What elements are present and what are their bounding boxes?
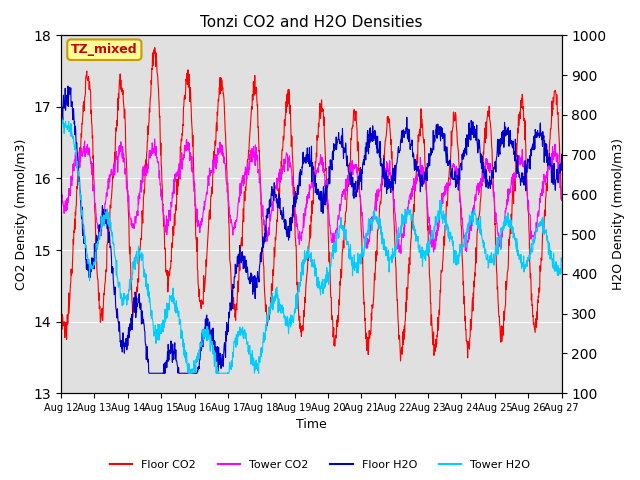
Floor CO2 — [455, 156, 463, 161]
Tower CO2 — [499, 228, 507, 233]
Tower H2O — [499, 224, 507, 230]
Floor H2O — [169, 351, 177, 357]
Floor CO2 — [169, 236, 177, 241]
Title: Tonzi CO2 and H2O Densities: Tonzi CO2 and H2O Densities — [200, 15, 422, 30]
Tower H2O — [57, 111, 65, 117]
Floor H2O — [157, 371, 164, 376]
Floor H2O — [225, 315, 233, 321]
Floor CO2 — [499, 324, 507, 329]
Floor H2O — [499, 141, 507, 146]
Y-axis label: CO2 Density (mmol/m3): CO2 Density (mmol/m3) — [15, 139, 28, 290]
Floor H2O — [145, 371, 153, 376]
Floor CO2 — [557, 194, 565, 200]
Tower H2O — [157, 330, 164, 336]
Floor H2O — [455, 181, 463, 187]
Tower H2O — [185, 371, 193, 376]
Line: Floor CO2: Floor CO2 — [61, 48, 561, 361]
Tower CO2 — [169, 195, 177, 201]
Tower H2O — [389, 255, 397, 261]
Tower CO2 — [455, 177, 463, 183]
Legend: Floor CO2, Tower CO2, Floor H2O, Tower H2O: Floor CO2, Tower CO2, Floor H2O, Tower H… — [105, 456, 535, 474]
Line: Floor H2O: Floor H2O — [61, 86, 561, 373]
Floor H2O — [389, 166, 397, 171]
Tower H2O — [455, 261, 463, 266]
Tower H2O — [58, 110, 65, 116]
Line: Tower H2O: Tower H2O — [61, 113, 561, 373]
Floor H2O — [57, 117, 65, 123]
Floor CO2 — [225, 219, 232, 225]
Tower CO2 — [157, 181, 164, 187]
Tower CO2 — [557, 198, 565, 204]
Floor H2O — [64, 83, 72, 89]
Floor CO2 — [397, 358, 404, 364]
Tower CO2 — [397, 251, 404, 256]
Y-axis label: H2O Density (mmol/m3): H2O Density (mmol/m3) — [612, 138, 625, 290]
Floor CO2 — [57, 328, 65, 334]
Line: Tower CO2: Tower CO2 — [61, 139, 561, 253]
Tower CO2 — [389, 185, 397, 191]
Tower CO2 — [225, 198, 232, 204]
Tower H2O — [169, 298, 177, 304]
Floor CO2 — [389, 182, 397, 188]
Tower H2O — [557, 259, 565, 264]
Tower CO2 — [57, 187, 65, 192]
Text: TZ_mixed: TZ_mixed — [71, 43, 138, 56]
X-axis label: Time: Time — [296, 419, 326, 432]
Tower H2O — [225, 371, 233, 376]
Floor H2O — [557, 151, 565, 157]
Tower CO2 — [151, 136, 159, 142]
Floor CO2 — [151, 45, 159, 50]
Floor CO2 — [157, 152, 164, 158]
